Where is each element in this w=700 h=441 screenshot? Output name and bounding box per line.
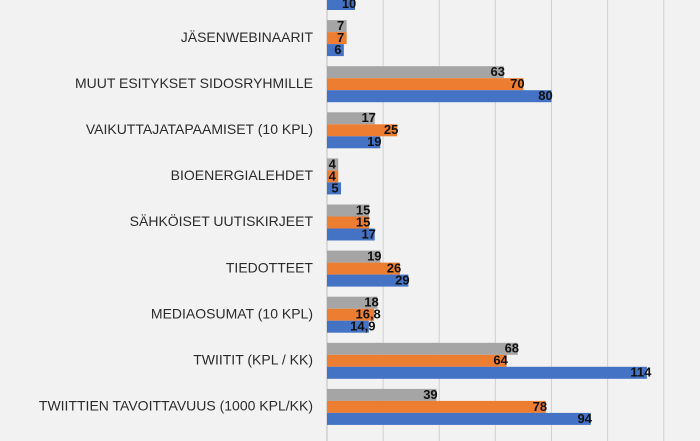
data-label: 78 [533,399,547,414]
bar [327,20,347,33]
bar [327,366,647,379]
bar [327,342,518,355]
category-label: TWIITIT (KPL / KK) [193,352,313,368]
data-label: 6 [334,42,341,57]
data-label: 10 [342,0,356,11]
data-label: 68 [505,341,519,356]
data-label: 15 [356,214,370,229]
bar [327,228,375,241]
bar [327,0,356,10]
data-label: 15 [356,202,370,217]
data-label: 29 [395,273,409,288]
data-label: 4 [329,156,337,171]
data-label: 17 [361,226,375,241]
data-label: 94 [578,411,593,426]
bar [327,204,370,217]
bar [327,296,378,309]
bar [327,250,381,263]
bar [327,320,369,333]
data-label: 7 [337,18,344,33]
data-label: 5 [331,180,338,195]
data-label: 17 [361,110,375,125]
bar [327,78,524,91]
data-label: 64 [493,353,508,368]
bar [327,182,342,195]
value-labels: 1107766370801725194451515171926291816,81… [329,0,653,426]
bar [327,412,591,425]
data-label: 16,8 [355,307,380,322]
data-label: 19 [367,134,381,149]
category-labels: VIRALLISET KUULEMISETJÄSENWEBINAARITMUUT… [39,29,314,414]
data-label: 19 [367,249,381,264]
category-label: MUUT ESITYKSET SIDOSRYHMILLE [75,75,313,91]
bar [327,274,409,287]
category-label: TWIITTIEN TAVOITTAVUUS (1000 KPL/KK) [39,398,313,414]
bar [327,44,344,57]
category-label: TIEDOTTEET [226,259,314,275]
category-label: VAIKUTTAJATAPAAMISET (10 KPL) [86,121,313,137]
bar [327,216,370,229]
bar [327,158,339,171]
data-label: 114 [630,365,652,380]
bar [327,90,552,103]
data-label: 25 [384,122,398,137]
category-label: MEDIAOSUMAT (10 KPL) [151,305,313,321]
bar [327,262,400,275]
bars [327,0,647,425]
bar [327,32,347,45]
bar [327,112,375,125]
data-label: 39 [423,387,437,402]
category-label: JÄSENWEBINAARIT [181,29,314,45]
data-label: 26 [387,261,401,276]
bar [327,124,398,137]
data-label: 80 [538,88,552,103]
data-label: 70 [510,76,524,91]
bar [327,66,504,79]
data-label: 63 [491,64,505,79]
bar [327,170,339,183]
data-label: 7 [337,30,344,45]
bar [327,354,507,367]
category-label: SÄHKÖISET UUTISKIRJEET [130,212,314,229]
category-label: BIOENERGIALEHDET [171,167,314,183]
data-label: 14,9 [350,319,375,334]
data-label: 4 [329,168,337,183]
bar [327,400,546,413]
bar [327,136,381,149]
data-label: 18 [364,295,378,310]
bar [327,308,375,321]
bar [327,388,437,401]
